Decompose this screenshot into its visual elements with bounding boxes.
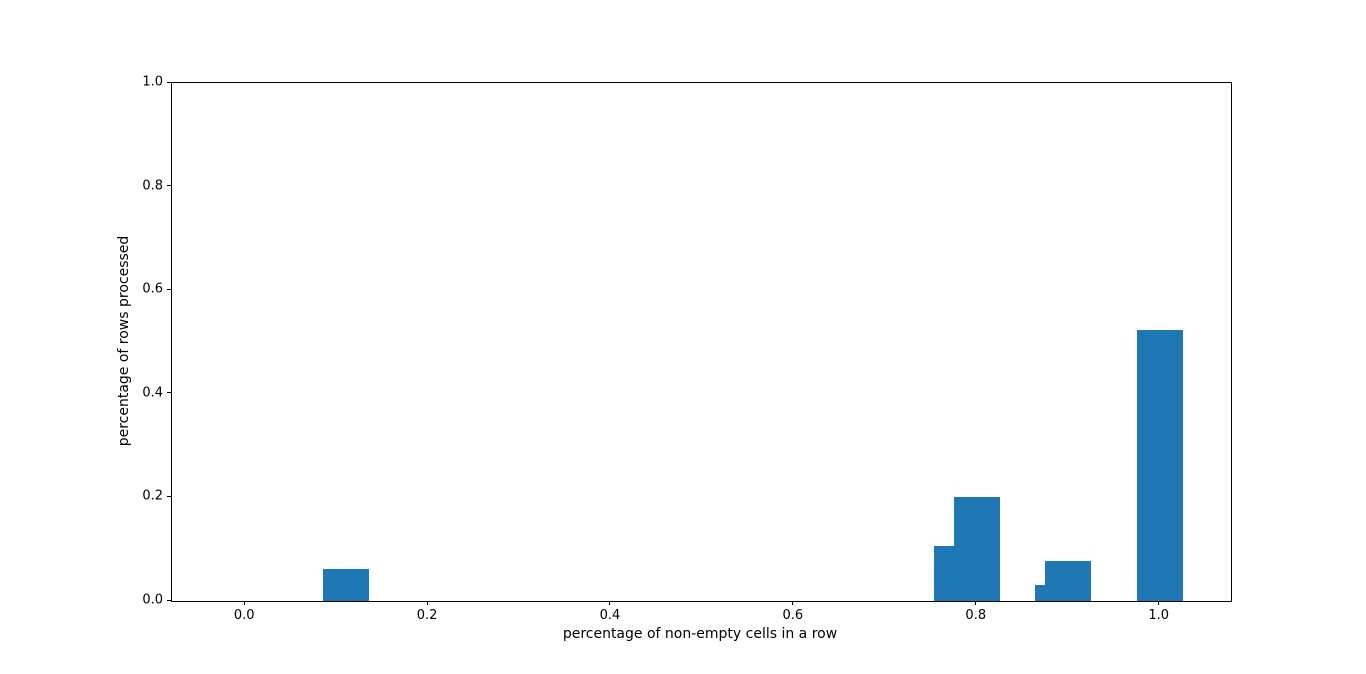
x-tick-mark [426, 601, 428, 605]
x-tick-mark [975, 601, 977, 605]
y-tick-mark [167, 392, 171, 394]
y-tick-label: 0.4 [142, 385, 163, 401]
x-tick-label: 1.0 [1148, 608, 1169, 623]
x-tick-label: 0.4 [599, 608, 621, 623]
x-tick-mark [1158, 601, 1160, 605]
y-tick-mark [167, 185, 171, 187]
y-tick-label: 0.0 [142, 592, 163, 608]
bar [953, 496, 1000, 601]
plot-area [171, 82, 1232, 602]
y-axis-label: percentage of rows processed [116, 235, 132, 447]
y-tick-label: 0.8 [142, 178, 163, 194]
x-tick-mark [243, 601, 245, 605]
bar [322, 569, 369, 601]
x-tick-label: 0.8 [965, 608, 987, 623]
x-tick-mark [792, 601, 794, 605]
x-tick-label: 0.2 [416, 608, 438, 623]
x-tick-label: 0.6 [782, 608, 804, 623]
y-tick-label: 1.0 [142, 74, 163, 90]
y-tick-mark [167, 599, 171, 601]
bar [1136, 329, 1183, 601]
y-tick-label: 0.2 [142, 488, 163, 504]
y-tick-mark [167, 495, 171, 497]
bars-layer [172, 83, 1231, 601]
y-tick-mark [167, 288, 171, 290]
x-tick-mark [609, 601, 611, 605]
x-tick-label: 0.0 [233, 608, 255, 623]
y-tick-mark [167, 81, 171, 83]
y-tick-label: 0.6 [142, 281, 163, 297]
bar [1045, 560, 1092, 601]
x-axis-label: percentage of non-empty cells in a row [562, 626, 838, 642]
